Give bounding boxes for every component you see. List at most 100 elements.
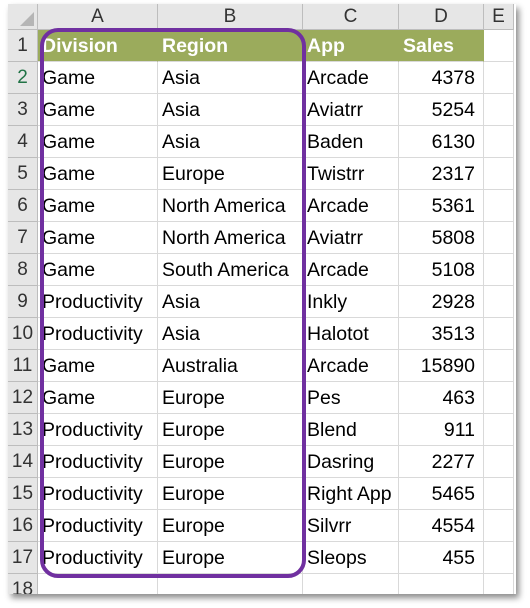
cell-app[interactable]: Baden [303, 126, 399, 158]
cell-sales[interactable]: 5808 [399, 222, 484, 254]
cell-division[interactable]: Game [38, 350, 158, 382]
select-all-corner[interactable] [8, 4, 38, 30]
row-number[interactable]: 1 [8, 30, 38, 62]
cell-app[interactable]: Sleops [303, 542, 399, 574]
cell-sales[interactable]: 2928 [399, 286, 484, 318]
empty-cell[interactable] [484, 510, 514, 542]
cell-region[interactable]: Europe [158, 382, 303, 414]
cell-division[interactable]: Game [38, 254, 158, 286]
row-number[interactable]: 18 [8, 574, 38, 594]
cell-division[interactable]: Game [38, 126, 158, 158]
cell-region[interactable]: Asia [158, 126, 303, 158]
empty-cell[interactable] [399, 574, 484, 594]
cell-region[interactable]: Europe [158, 478, 303, 510]
row-number[interactable]: 5 [8, 158, 38, 190]
empty-cell[interactable] [158, 574, 303, 594]
cell-app[interactable]: Arcade [303, 350, 399, 382]
column-header-a[interactable]: A [38, 4, 158, 30]
row-number[interactable]: 17 [8, 542, 38, 574]
empty-cell[interactable] [484, 286, 514, 318]
empty-cell[interactable] [484, 350, 514, 382]
cell-division[interactable]: Game [38, 62, 158, 94]
cell-app[interactable]: Halotot [303, 318, 399, 350]
cell-sales[interactable]: 463 [399, 382, 484, 414]
row-number[interactable]: 13 [8, 414, 38, 446]
cell-division[interactable]: Game [38, 158, 158, 190]
cell-region[interactable]: Asia [158, 62, 303, 94]
cell-region[interactable]: Europe [158, 158, 303, 190]
cell-sales[interactable]: 5108 [399, 254, 484, 286]
empty-cell[interactable] [484, 126, 514, 158]
empty-cell[interactable] [484, 382, 514, 414]
row-number[interactable]: 10 [8, 318, 38, 350]
cell-app[interactable]: Arcade [303, 254, 399, 286]
cell-region[interactable]: Europe [158, 510, 303, 542]
header-cell-division[interactable]: Division [38, 30, 158, 62]
empty-cell[interactable] [484, 574, 514, 594]
empty-cell[interactable] [303, 574, 399, 594]
cell-sales[interactable]: 5254 [399, 94, 484, 126]
cell-sales[interactable]: 6130 [399, 126, 484, 158]
cell-region[interactable]: Asia [158, 286, 303, 318]
cell-app[interactable]: Arcade [303, 62, 399, 94]
cell-sales[interactable]: 4378 [399, 62, 484, 94]
row-number[interactable]: 12 [8, 382, 38, 414]
empty-cell[interactable] [484, 414, 514, 446]
cell-division[interactable]: Game [38, 94, 158, 126]
cell-sales[interactable]: 5361 [399, 190, 484, 222]
column-header-c[interactable]: C [303, 4, 399, 30]
empty-cell[interactable] [484, 478, 514, 510]
empty-cell[interactable] [484, 318, 514, 350]
cell-sales[interactable]: 455 [399, 542, 484, 574]
cell-app[interactable]: Arcade [303, 190, 399, 222]
row-number[interactable]: 3 [8, 94, 38, 126]
cell-division[interactable]: Game [38, 190, 158, 222]
header-cell-region[interactable]: Region [158, 30, 303, 62]
empty-cell[interactable] [484, 94, 514, 126]
cell-app[interactable]: Right App [303, 478, 399, 510]
cell-sales[interactable]: 911 [399, 414, 484, 446]
empty-cell[interactable] [484, 62, 514, 94]
cell-sales[interactable]: 2317 [399, 158, 484, 190]
cell-sales[interactable]: 2277 [399, 446, 484, 478]
cell-region[interactable]: Australia [158, 350, 303, 382]
cell-region[interactable]: North America [158, 190, 303, 222]
cell-region[interactable]: Europe [158, 446, 303, 478]
empty-cell[interactable] [484, 222, 514, 254]
cell-division[interactable]: Productivity [38, 446, 158, 478]
cell-division[interactable]: Productivity [38, 318, 158, 350]
cell-app[interactable]: Pes [303, 382, 399, 414]
cell-sales[interactable]: 15890 [399, 350, 484, 382]
cell-region[interactable]: Europe [158, 542, 303, 574]
cell-app[interactable]: Inkly [303, 286, 399, 318]
row-number[interactable]: 9 [8, 286, 38, 318]
row-number[interactable]: 15 [8, 478, 38, 510]
cell-division[interactable]: Productivity [38, 542, 158, 574]
empty-cell[interactable] [484, 158, 514, 190]
header-cell-sales[interactable]: Sales [399, 30, 484, 62]
column-header-d[interactable]: D [399, 4, 484, 30]
row-number[interactable]: 16 [8, 510, 38, 542]
cell-app[interactable]: Aviatrr [303, 94, 399, 126]
cell-sales[interactable]: 5465 [399, 478, 484, 510]
cell-sales[interactable]: 3513 [399, 318, 484, 350]
cell-sales[interactable]: 4554 [399, 510, 484, 542]
cell-app[interactable]: Blend [303, 414, 399, 446]
empty-cell[interactable] [484, 254, 514, 286]
cell-division[interactable]: Game [38, 222, 158, 254]
empty-cell[interactable] [484, 30, 514, 62]
cell-region[interactable]: North America [158, 222, 303, 254]
cell-app[interactable]: Silvrr [303, 510, 399, 542]
row-number[interactable]: 7 [8, 222, 38, 254]
cell-region[interactable]: Asia [158, 94, 303, 126]
cell-division[interactable]: Productivity [38, 286, 158, 318]
cell-region[interactable]: Asia [158, 318, 303, 350]
cell-region[interactable]: South America [158, 254, 303, 286]
cell-division[interactable]: Productivity [38, 478, 158, 510]
empty-cell[interactable] [484, 542, 514, 574]
row-number[interactable]: 11 [8, 350, 38, 382]
row-number[interactable]: 14 [8, 446, 38, 478]
column-header-b[interactable]: B [158, 4, 303, 30]
cell-app[interactable]: Aviatrr [303, 222, 399, 254]
empty-cell[interactable] [484, 446, 514, 478]
